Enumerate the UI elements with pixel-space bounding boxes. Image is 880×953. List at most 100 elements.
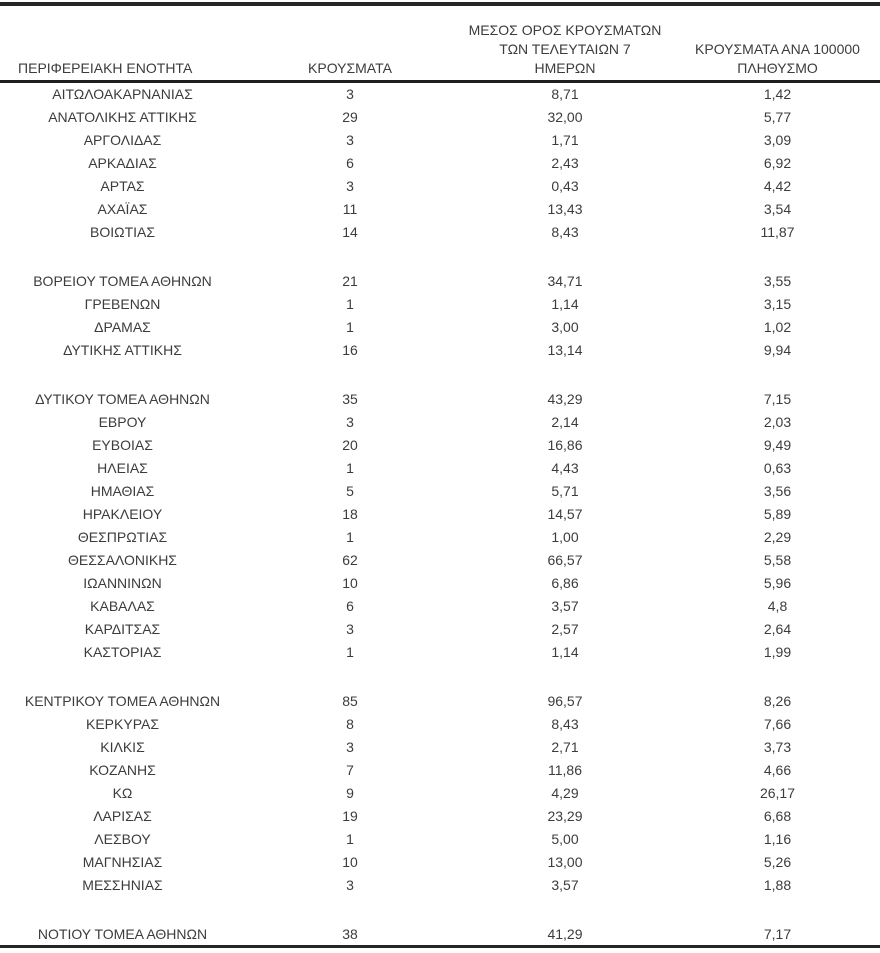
top-rule: [0, 2, 880, 6]
group-separator: [0, 244, 880, 270]
region-name-cell: ΚΟΖΑΝΗΣ: [89, 762, 156, 778]
group-separator-cell: [0, 664, 880, 690]
region-name-cell: ΔΡΑΜΑΣ: [94, 319, 151, 335]
avg-7day-value-cell: 8,43: [551, 224, 579, 240]
table-row: ΒΟΡΕΙΟΥ ΤΟΜΕΑ ΑΘΗΝΩΝ 21 34,71 3,55: [0, 270, 880, 293]
cases-value-cell: 1: [346, 529, 354, 545]
region-name-cell: ΝΟΤΙΟΥ ΤΟΜΕΑ ΑΘΗΝΩΝ: [37, 926, 208, 942]
region-name-cell: ΔΥΤΙΚΟΥ ΤΟΜΕΑ ΑΘΗΝΩΝ: [35, 391, 210, 407]
table-row: ΜΕΣΣΗΝΙΑΣ 3 3,57 1,88: [0, 874, 880, 897]
region-name-cell: ΑΧΑΪΑΣ: [97, 201, 148, 217]
table-row: ΕΒΡΟΥ 3 2,14 2,03: [0, 411, 880, 434]
cases-value-cell: 6: [346, 155, 354, 171]
region-name-cell: ΜΕΣΣΗΝΙΑΣ: [82, 877, 163, 893]
cases-value-cell: 1: [346, 460, 354, 476]
cases-value-cell: 19: [342, 808, 358, 824]
avg-7day-value-cell: 2,14: [551, 414, 579, 430]
table-row: ΚΩ 9 4,29 26,17: [0, 782, 880, 805]
cases-value-cell: 3: [346, 877, 354, 893]
per-100k-value-cell: 5,77: [763, 109, 792, 125]
region-name-cell: ΓΡΕΒΕΝΩΝ: [84, 296, 161, 312]
avg-7day-value-cell: 23,29: [547, 808, 583, 824]
cases-value-cell: 14: [342, 224, 358, 240]
per-100k-value-cell: 2,29: [763, 529, 792, 545]
cases-value-cell: 8: [346, 716, 354, 732]
table-row: ΘΕΣΣΑΛΟΝΙΚΗΣ 62 66,57 5,58: [0, 549, 880, 572]
group-separator-cell: [0, 362, 880, 388]
per-100k-value-cell: 4,42: [763, 178, 792, 194]
column-header-cases-label: ΚΡΟΥΣΜΑΤΑ: [308, 60, 392, 76]
table-row: ΚΕΡΚΥΡΑΣ 8 8,43 7,66: [0, 713, 880, 736]
table-row: ΑΡΤΑΣ 3 0,43 4,42: [0, 175, 880, 198]
per-100k-value-cell: 26,17: [759, 785, 796, 801]
avg-7day-value-cell: 1,00: [551, 529, 579, 545]
avg-7day-value-cell: 4,29: [551, 785, 579, 801]
avg-7day-value-cell: 8,71: [551, 86, 579, 102]
cases-value-cell: 1: [346, 831, 354, 847]
per-100k-value-cell: 9,49: [763, 437, 792, 453]
region-name-cell: ΔΥΤΙΚΗΣ ΑΤΤΙΚΗΣ: [63, 342, 182, 358]
table-row: ΗΜΑΘΙΑΣ 5 5,71 3,56: [0, 480, 880, 503]
cases-value-cell: 18: [342, 506, 358, 522]
table-row: ΕΥΒΟΙΑΣ 20 16,86 9,49: [0, 434, 880, 457]
avg-7day-value-cell: 43,29: [547, 391, 583, 407]
region-name-cell: ΚΩ: [112, 785, 133, 801]
column-header-per100k-line1: ΚΡΟΥΣΜΑΤΑ ΑΝΑ 100000: [695, 41, 860, 57]
per-100k-value-cell: 5,89: [763, 506, 792, 522]
per-100k-value-cell: 3,15: [763, 296, 792, 312]
per-100k-value-cell: 6,68: [763, 808, 792, 824]
per-100k-value-cell: 3,54: [763, 201, 792, 217]
cases-value-cell: 3: [346, 621, 354, 637]
column-header-region-label: ΠΕΡΙΦΕΡΕΙΑΚΗ ΕΝΟΤΗΤΑ: [18, 60, 193, 76]
avg-7day-value-cell: 13,14: [547, 342, 583, 358]
avg-7day-value-cell: 6,86: [551, 575, 579, 591]
avg-7day-value-cell: 96,57: [547, 693, 583, 709]
cases-value-cell: 35: [342, 391, 358, 407]
table-row: ΔΥΤΙΚΟΥ ΤΟΜΕΑ ΑΘΗΝΩΝ 35 43,29 7,15: [0, 388, 880, 411]
region-name-cell: ΑΡΚΑΔΙΑΣ: [88, 155, 157, 171]
region-name-cell: ΘΕΣΠΡΩΤΙΑΣ: [77, 529, 168, 545]
table-row: ΔΥΤΙΚΗΣ ΑΤΤΙΚΗΣ 16 13,14 9,94: [0, 339, 880, 362]
table-row: ΘΕΣΠΡΩΤΙΑΣ 1 1,00 2,29: [0, 526, 880, 549]
per-100k-value-cell: 3,56: [763, 483, 792, 499]
per-100k-value-cell: 7,66: [763, 716, 792, 732]
table-row: ΙΩΑΝΝΙΝΩΝ 10 6,86 5,96: [0, 572, 880, 595]
avg-7day-value-cell: 0,43: [551, 178, 579, 194]
table-row: ΚΑΡΔΙΤΣΑΣ 3 2,57 2,64: [0, 618, 880, 641]
avg-7day-value-cell: 3,00: [551, 319, 579, 335]
cases-value-cell: 1: [346, 644, 354, 660]
avg-7day-value-cell: 13,43: [547, 201, 583, 217]
region-name-cell: ΗΡΑΚΛΕΙΟΥ: [82, 506, 163, 522]
per-100k-value-cell: 3,55: [763, 273, 792, 289]
table-row: ΑΝΑΤΟΛΙΚΗΣ ΑΤΤΙΚΗΣ 29 32,00 5,77: [0, 106, 880, 129]
column-header-avg7: ΜΕΣΟΣ ΟΡΟΣ ΚΡΟΥΣΜΑΤΩΝ ΤΩΝ ΤΕΛΕΥΤΑΙΩΝ 7 Η…: [455, 21, 675, 83]
column-header-region: ΠΕΡΙΦΕΡΕΙΑΚΗ ΕΝΟΤΗΤΑ: [0, 21, 245, 83]
cases-value-cell: 1: [346, 296, 354, 312]
per-100k-value-cell: 1,88: [763, 877, 792, 893]
cases-value-cell: 62: [342, 552, 358, 568]
per-100k-value-cell: 5,26: [763, 854, 792, 870]
per-100k-value-cell: 3,09: [763, 132, 792, 148]
per-100k-value-cell: 3,73: [763, 739, 792, 755]
avg-7day-value-cell: 11,86: [548, 762, 582, 778]
cases-value-cell: 29: [342, 109, 358, 125]
cases-value-cell: 6: [346, 598, 354, 614]
cases-value-cell: 5: [346, 483, 354, 499]
per-100k-value-cell: 2,64: [763, 621, 792, 637]
avg-7day-value-cell: 16,86: [547, 437, 583, 453]
column-header-avg7-line2: ΤΩΝ ΤΕΛΕΥΤΑΙΩΝ 7: [499, 41, 631, 57]
region-name-cell: ΚΑΒΑΛΑΣ: [90, 598, 155, 614]
region-name-cell: ΚΑΡΔΙΤΣΑΣ: [84, 621, 161, 637]
avg-7day-value-cell: 66,57: [547, 552, 583, 568]
cases-value-cell: 85: [342, 693, 358, 709]
per-100k-value-cell: 5,96: [763, 575, 792, 591]
table-body: ΑΙΤΩΛΟΑΚΑΡΝΑΝΙΑΣ 3 8,71 1,42 ΑΝΑΤΟΛΙΚΗΣ ΑΤΤΙ…: [0, 82, 880, 947]
avg-7day-value-cell: 1,14: [551, 644, 579, 660]
cases-value-cell: 21: [342, 273, 358, 289]
table-row: ΗΡΑΚΛΕΙΟΥ 18 14,57 5,89: [0, 503, 880, 526]
cases-value-cell: 16: [342, 342, 358, 358]
region-name-cell: ΗΜΑΘΙΑΣ: [90, 483, 155, 499]
group-separator: [0, 362, 880, 388]
cases-value-cell: 1: [346, 319, 354, 335]
column-header-avg7-line1: ΜΕΣΟΣ ΟΡΟΣ ΚΡΟΥΣΜΑΤΩΝ: [468, 22, 662, 38]
